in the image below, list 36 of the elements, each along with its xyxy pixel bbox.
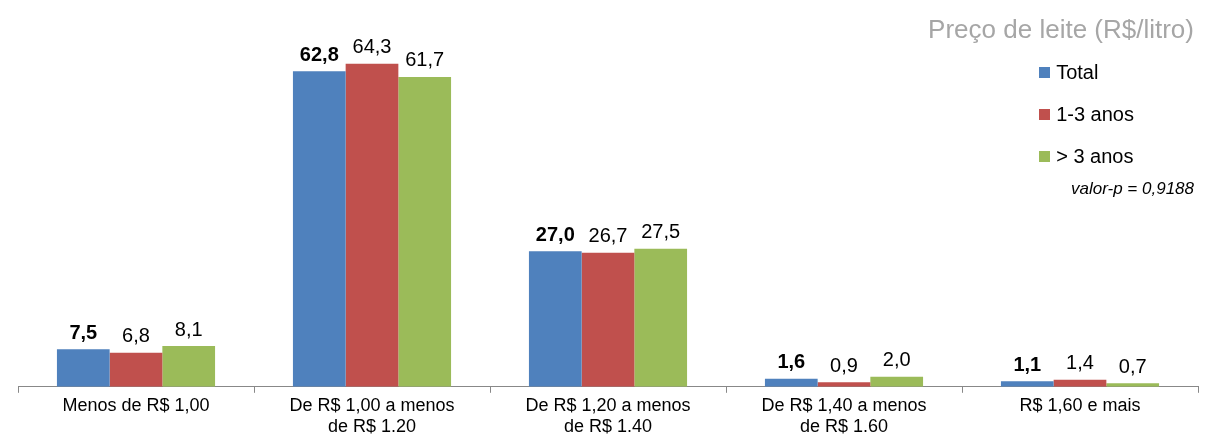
x-tick-label: De R$ 1,40 a menos de R$ 1.60 xyxy=(761,394,927,437)
data-label: 1,6 xyxy=(777,350,806,373)
bar xyxy=(109,352,163,387)
data-label: 61,7 xyxy=(405,48,445,71)
data-label: 0,7 xyxy=(1118,354,1147,377)
data-label: 8,1 xyxy=(174,317,203,340)
bar xyxy=(581,252,635,387)
data-label: 6,8 xyxy=(122,324,150,347)
data-label: 1,1 xyxy=(1013,352,1042,375)
x-tick-label: Menos de R$ 1,00 xyxy=(62,394,210,415)
bar xyxy=(345,63,399,387)
data-label: 0,9 xyxy=(830,353,858,376)
annotation: valor-p = 0,9188 xyxy=(1069,179,1194,199)
bar xyxy=(398,76,452,387)
legend-label: Total xyxy=(1056,60,1099,84)
bar xyxy=(292,71,346,387)
x-tick-label: R$ 1,60 e mais xyxy=(1019,394,1141,415)
legend-label: > 3 anos xyxy=(1056,144,1134,168)
x-tick-label: De R$ 1,00 a menos de R$ 1.20 xyxy=(289,394,455,437)
bar xyxy=(634,248,688,387)
data-label: 2,0 xyxy=(882,348,911,371)
data-label: 1,4 xyxy=(1066,351,1094,374)
bar xyxy=(56,349,110,387)
bar xyxy=(870,376,924,387)
data-label: 64,3 xyxy=(352,35,392,58)
data-label: 26,7 xyxy=(588,224,628,247)
bar xyxy=(162,346,216,387)
bar xyxy=(528,251,582,387)
data-label: 27,0 xyxy=(535,222,575,245)
data-label: 27,5 xyxy=(641,220,681,243)
data-label: 62,8 xyxy=(299,42,339,65)
bar xyxy=(1000,381,1054,387)
data-label: 7,5 xyxy=(69,320,98,343)
x-tick-label: De R$ 1,20 a menos de R$ 1.40 xyxy=(525,394,691,437)
legend-label: 1-3 anos xyxy=(1056,102,1134,126)
chart-title: Preço de leite (R$/litro) xyxy=(927,14,1194,45)
